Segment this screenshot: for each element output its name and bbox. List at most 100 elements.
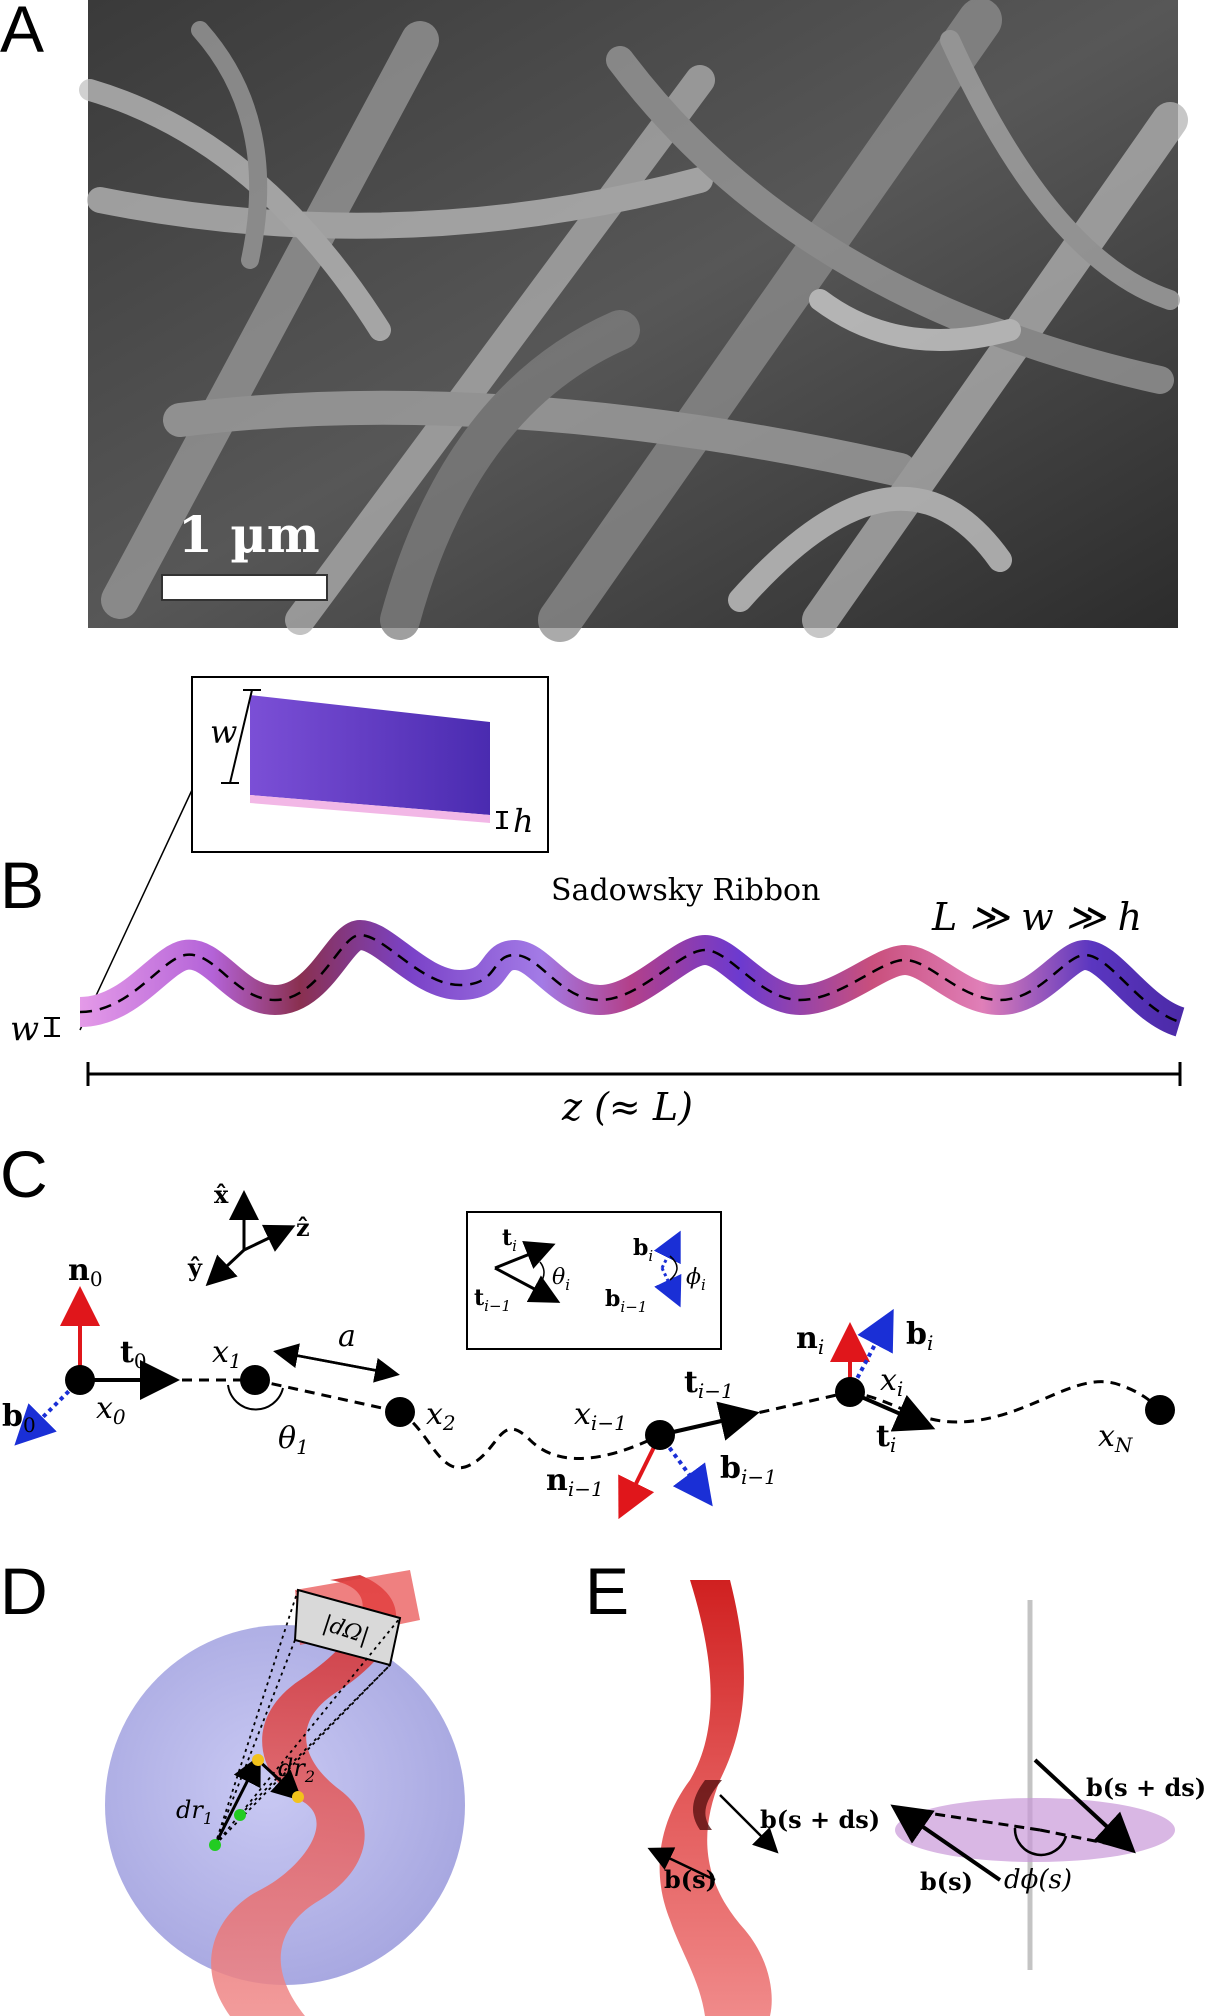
svg-text:bi: bi xyxy=(906,1317,933,1355)
label-bi: b xyxy=(906,1317,927,1352)
label-x0-sub: 0 xyxy=(113,1405,126,1429)
node-x1 xyxy=(240,1365,270,1395)
label-xN: x xyxy=(1098,1419,1115,1454)
label-xim1: x xyxy=(574,1397,591,1432)
panel-d: D |dΩ| dr2 dr1 xyxy=(0,1554,465,2016)
label-x2-sub: 2 xyxy=(442,1411,456,1435)
label-xim1-sub: i−1 xyxy=(591,1411,627,1435)
inset-b-i: b xyxy=(633,1235,648,1261)
label-bi-sub: i xyxy=(927,1331,933,1355)
label-x1: x xyxy=(212,1335,229,1370)
label-ni: n xyxy=(796,1321,818,1356)
ribbon-width-label: w xyxy=(10,1009,39,1049)
panel-letter-a: A xyxy=(0,0,44,66)
E-b-s-right: b(s) xyxy=(920,1867,973,1896)
svg-text:x2: x2 xyxy=(426,1397,456,1435)
angle-inset: ti ti−1 θi bi bi−1 ϕi xyxy=(466,1211,722,1350)
panel-c: C x̂ ẑ ŷ ti ti−1 θi bi bi−1 ϕi xyxy=(0,1137,1175,1520)
label-ti-sub: i xyxy=(890,1433,896,1457)
node-xN xyxy=(1145,1395,1175,1425)
label-t0: t xyxy=(120,1335,134,1370)
inset-phi-sub: i xyxy=(701,1276,706,1294)
panel-letter-c: C xyxy=(0,1137,48,1211)
label-tim1: t xyxy=(684,1365,698,1400)
axis-y-label: ŷ xyxy=(187,1253,203,1282)
panel-e: E b(s + ds) b(s) b(s + ds) b(s) dϕ(s) xyxy=(585,1554,1206,2016)
node-xi xyxy=(835,1377,865,1407)
sadowsky-ribbon xyxy=(78,920,1186,1037)
svg-text:θ1: θ1 xyxy=(278,1421,309,1459)
panel-letter-d: D xyxy=(0,1554,48,1628)
E-b-s: b(s) xyxy=(664,1865,717,1894)
sem-micrograph: 1 µm xyxy=(79,0,1188,642)
svg-text:bi: bi xyxy=(633,1235,653,1265)
svg-text:ϕi: ϕi xyxy=(686,1265,706,1294)
unit-sphere xyxy=(105,1625,465,1985)
dr1-label: dr xyxy=(176,1796,204,1824)
svg-text:ti: ti xyxy=(502,1225,517,1255)
svg-text:b(s): b(s) xyxy=(664,1865,717,1894)
label-tim1-sub: i−1 xyxy=(698,1379,734,1403)
inset-theta: θ xyxy=(552,1265,565,1290)
label-x2: x xyxy=(426,1397,443,1432)
E-b-s-ds-right: b(s + ds) xyxy=(1086,1773,1206,1802)
label-xi: x xyxy=(880,1363,897,1398)
inset-b-im1-sub: i−1 xyxy=(620,1298,647,1316)
inset-b-i-sub: i xyxy=(648,1247,653,1265)
scale-bar: 1 µm xyxy=(161,505,328,601)
inset-t-im1-sub: i−1 xyxy=(484,1297,511,1315)
label-n0-sub: 0 xyxy=(90,1267,103,1291)
inset-theta-sub: i xyxy=(565,1276,570,1294)
node-x2 xyxy=(385,1397,415,1427)
svg-text:xN: xN xyxy=(1098,1419,1134,1457)
axis-z-label: ẑ xyxy=(296,1213,310,1242)
length-bar xyxy=(86,1062,1182,1086)
axis-x-label: x̂ xyxy=(214,1180,229,1209)
svg-text:b0: b0 xyxy=(2,1399,36,1437)
ribbon-title: Sadowsky Ribbon xyxy=(551,873,820,908)
length-label: z (≈ L) xyxy=(561,1085,693,1129)
axes-triad: x̂ ẑ ŷ xyxy=(187,1180,310,1287)
label-nim1: n xyxy=(546,1463,568,1498)
label-b0: b xyxy=(2,1399,23,1434)
inset-b-im1: b xyxy=(605,1286,620,1312)
panel-a: A 1 µm xyxy=(0,0,1188,642)
label-x1-sub: 1 xyxy=(229,1349,242,1373)
svg-text:ni: ni xyxy=(796,1321,824,1359)
svg-text:dr2: dr2 xyxy=(278,1754,315,1786)
label-bim1-sub: i−1 xyxy=(741,1465,777,1489)
svg-text:xi: xi xyxy=(880,1363,903,1401)
inset-t-i: t xyxy=(502,1225,513,1251)
label-theta1-sub: 1 xyxy=(296,1435,309,1459)
thickness-inset: w h xyxy=(191,676,549,853)
dr2-sub: 2 xyxy=(304,1767,315,1786)
label-x0: x xyxy=(96,1391,113,1426)
scale-relation: L ≫ w ≫ h xyxy=(931,895,1142,939)
node-xim1 xyxy=(645,1420,675,1450)
svg-text:θi: θi xyxy=(552,1265,570,1294)
label-ni-sub: i xyxy=(818,1335,824,1359)
svg-text:ni−1: ni−1 xyxy=(546,1463,604,1501)
svg-text:x1: x1 xyxy=(212,1335,242,1373)
inset-t-im1: t xyxy=(474,1285,485,1311)
twisted-ribbon-e xyxy=(659,1580,772,2016)
node-x0 xyxy=(65,1365,95,1395)
inset-t-i-sub: i xyxy=(512,1237,517,1255)
label-nim1-sub: i−1 xyxy=(568,1477,604,1501)
svg-text:bi−1: bi−1 xyxy=(720,1451,777,1489)
label-bim1: b xyxy=(720,1451,741,1486)
E-dphi: dϕ(s) xyxy=(1004,1865,1072,1895)
svg-text:ti−1: ti−1 xyxy=(474,1285,511,1315)
svg-text:ti−1: ti−1 xyxy=(684,1365,734,1403)
label-n0: n xyxy=(68,1253,90,1288)
label-b0-sub: 0 xyxy=(23,1413,36,1437)
svg-text:bi−1: bi−1 xyxy=(605,1286,647,1316)
panel-letter-e: E xyxy=(585,1554,629,1628)
label-xN-sub: N xyxy=(1114,1433,1134,1457)
inset-phi: ϕ xyxy=(686,1265,701,1290)
panel-letter-b: B xyxy=(0,848,44,922)
dr2-label: dr xyxy=(278,1754,306,1782)
svg-text:ti: ti xyxy=(876,1419,896,1457)
label-ti: t xyxy=(876,1419,890,1454)
